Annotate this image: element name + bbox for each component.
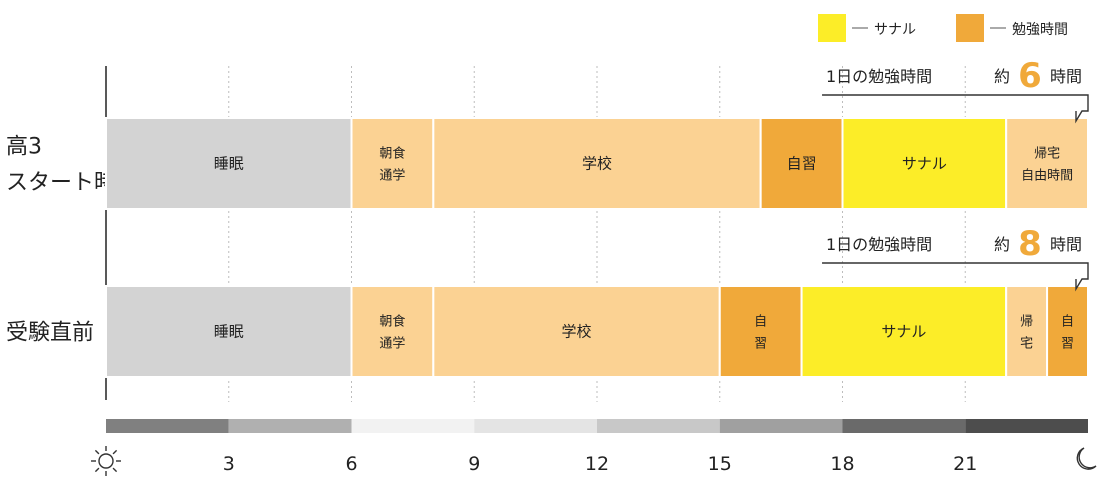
segment-bar — [1046, 285, 1090, 378]
x-tick-label: 18 — [830, 453, 854, 475]
x-tick-label: 3 — [223, 453, 235, 475]
summary-prefix: 1日の勉強時間 — [826, 67, 932, 86]
daylight-band — [228, 419, 352, 433]
segment-bar — [841, 117, 1008, 210]
legend-swatch — [956, 14, 984, 42]
segment-label: 宅 — [1020, 337, 1033, 352]
moon-icon — [1076, 447, 1097, 470]
daylight-band — [597, 419, 720, 433]
segment-label: 自由時間 — [1021, 169, 1073, 184]
daylight-band — [474, 419, 597, 433]
summary-bracket — [822, 262, 1089, 292]
segment-label: サナル — [902, 155, 947, 173]
segment-label: 学校 — [562, 323, 592, 341]
segment-label: 睡眠 — [214, 155, 244, 173]
legend-swatch — [818, 14, 846, 42]
segment-label: 通学 — [379, 168, 405, 184]
x-tick-label: 21 — [953, 453, 977, 475]
segment-label: 朝食 — [379, 314, 405, 330]
summary-unit: 時間 — [1050, 235, 1082, 254]
segment-label: 自 — [754, 315, 767, 330]
summary-approx: 約 — [994, 67, 1010, 86]
segment-label: 帰 — [1020, 314, 1033, 330]
segment-bar — [759, 117, 844, 210]
segment-label: 学校 — [582, 155, 612, 173]
summary-value: 6 — [1018, 56, 1042, 96]
segment-bar — [1005, 117, 1090, 210]
x-tick-label: 6 — [345, 453, 357, 475]
row-label: スタート時 — [6, 171, 116, 196]
segment-bar — [350, 285, 435, 378]
segment-label: サナル — [881, 323, 926, 341]
row-label: 受験直前 — [6, 321, 94, 346]
sun-icon — [91, 446, 121, 476]
daylight-band — [106, 419, 229, 433]
daylight-band — [351, 419, 475, 433]
segment-bar — [105, 285, 353, 378]
segment-label: 自 — [1061, 315, 1074, 330]
segment-label: 朝食 — [379, 146, 405, 162]
summary-prefix: 1日の勉強時間 — [826, 235, 932, 254]
segment-bar — [432, 285, 721, 378]
daylight-band — [842, 419, 966, 433]
segment-label: 通学 — [379, 336, 405, 352]
segment-label: 習 — [754, 337, 767, 352]
x-tick-label: 12 — [585, 453, 609, 475]
legend-label: 勉強時間 — [1012, 22, 1068, 38]
segment-label: 習 — [1061, 337, 1074, 352]
segment-label: 自習 — [787, 155, 817, 173]
segment-bar — [718, 285, 803, 378]
summary-approx: 約 — [994, 235, 1010, 254]
segment-bar — [432, 117, 762, 210]
daylight-band — [719, 419, 843, 433]
x-tick-label: 15 — [708, 453, 732, 475]
segment-bar — [350, 117, 435, 210]
segment-bar — [1005, 285, 1049, 378]
segment-label: 帰宅 — [1034, 146, 1060, 162]
segment-bar — [800, 285, 1008, 378]
daylight-band — [965, 419, 1088, 433]
x-tick-label: 9 — [468, 453, 480, 475]
summary-value: 8 — [1018, 224, 1042, 264]
legend-label: サナル — [874, 22, 916, 38]
row-label: 高3 — [6, 135, 42, 160]
summary-bracket — [822, 94, 1089, 124]
segment-label: 睡眠 — [214, 323, 244, 341]
summary-unit: 時間 — [1050, 67, 1082, 86]
